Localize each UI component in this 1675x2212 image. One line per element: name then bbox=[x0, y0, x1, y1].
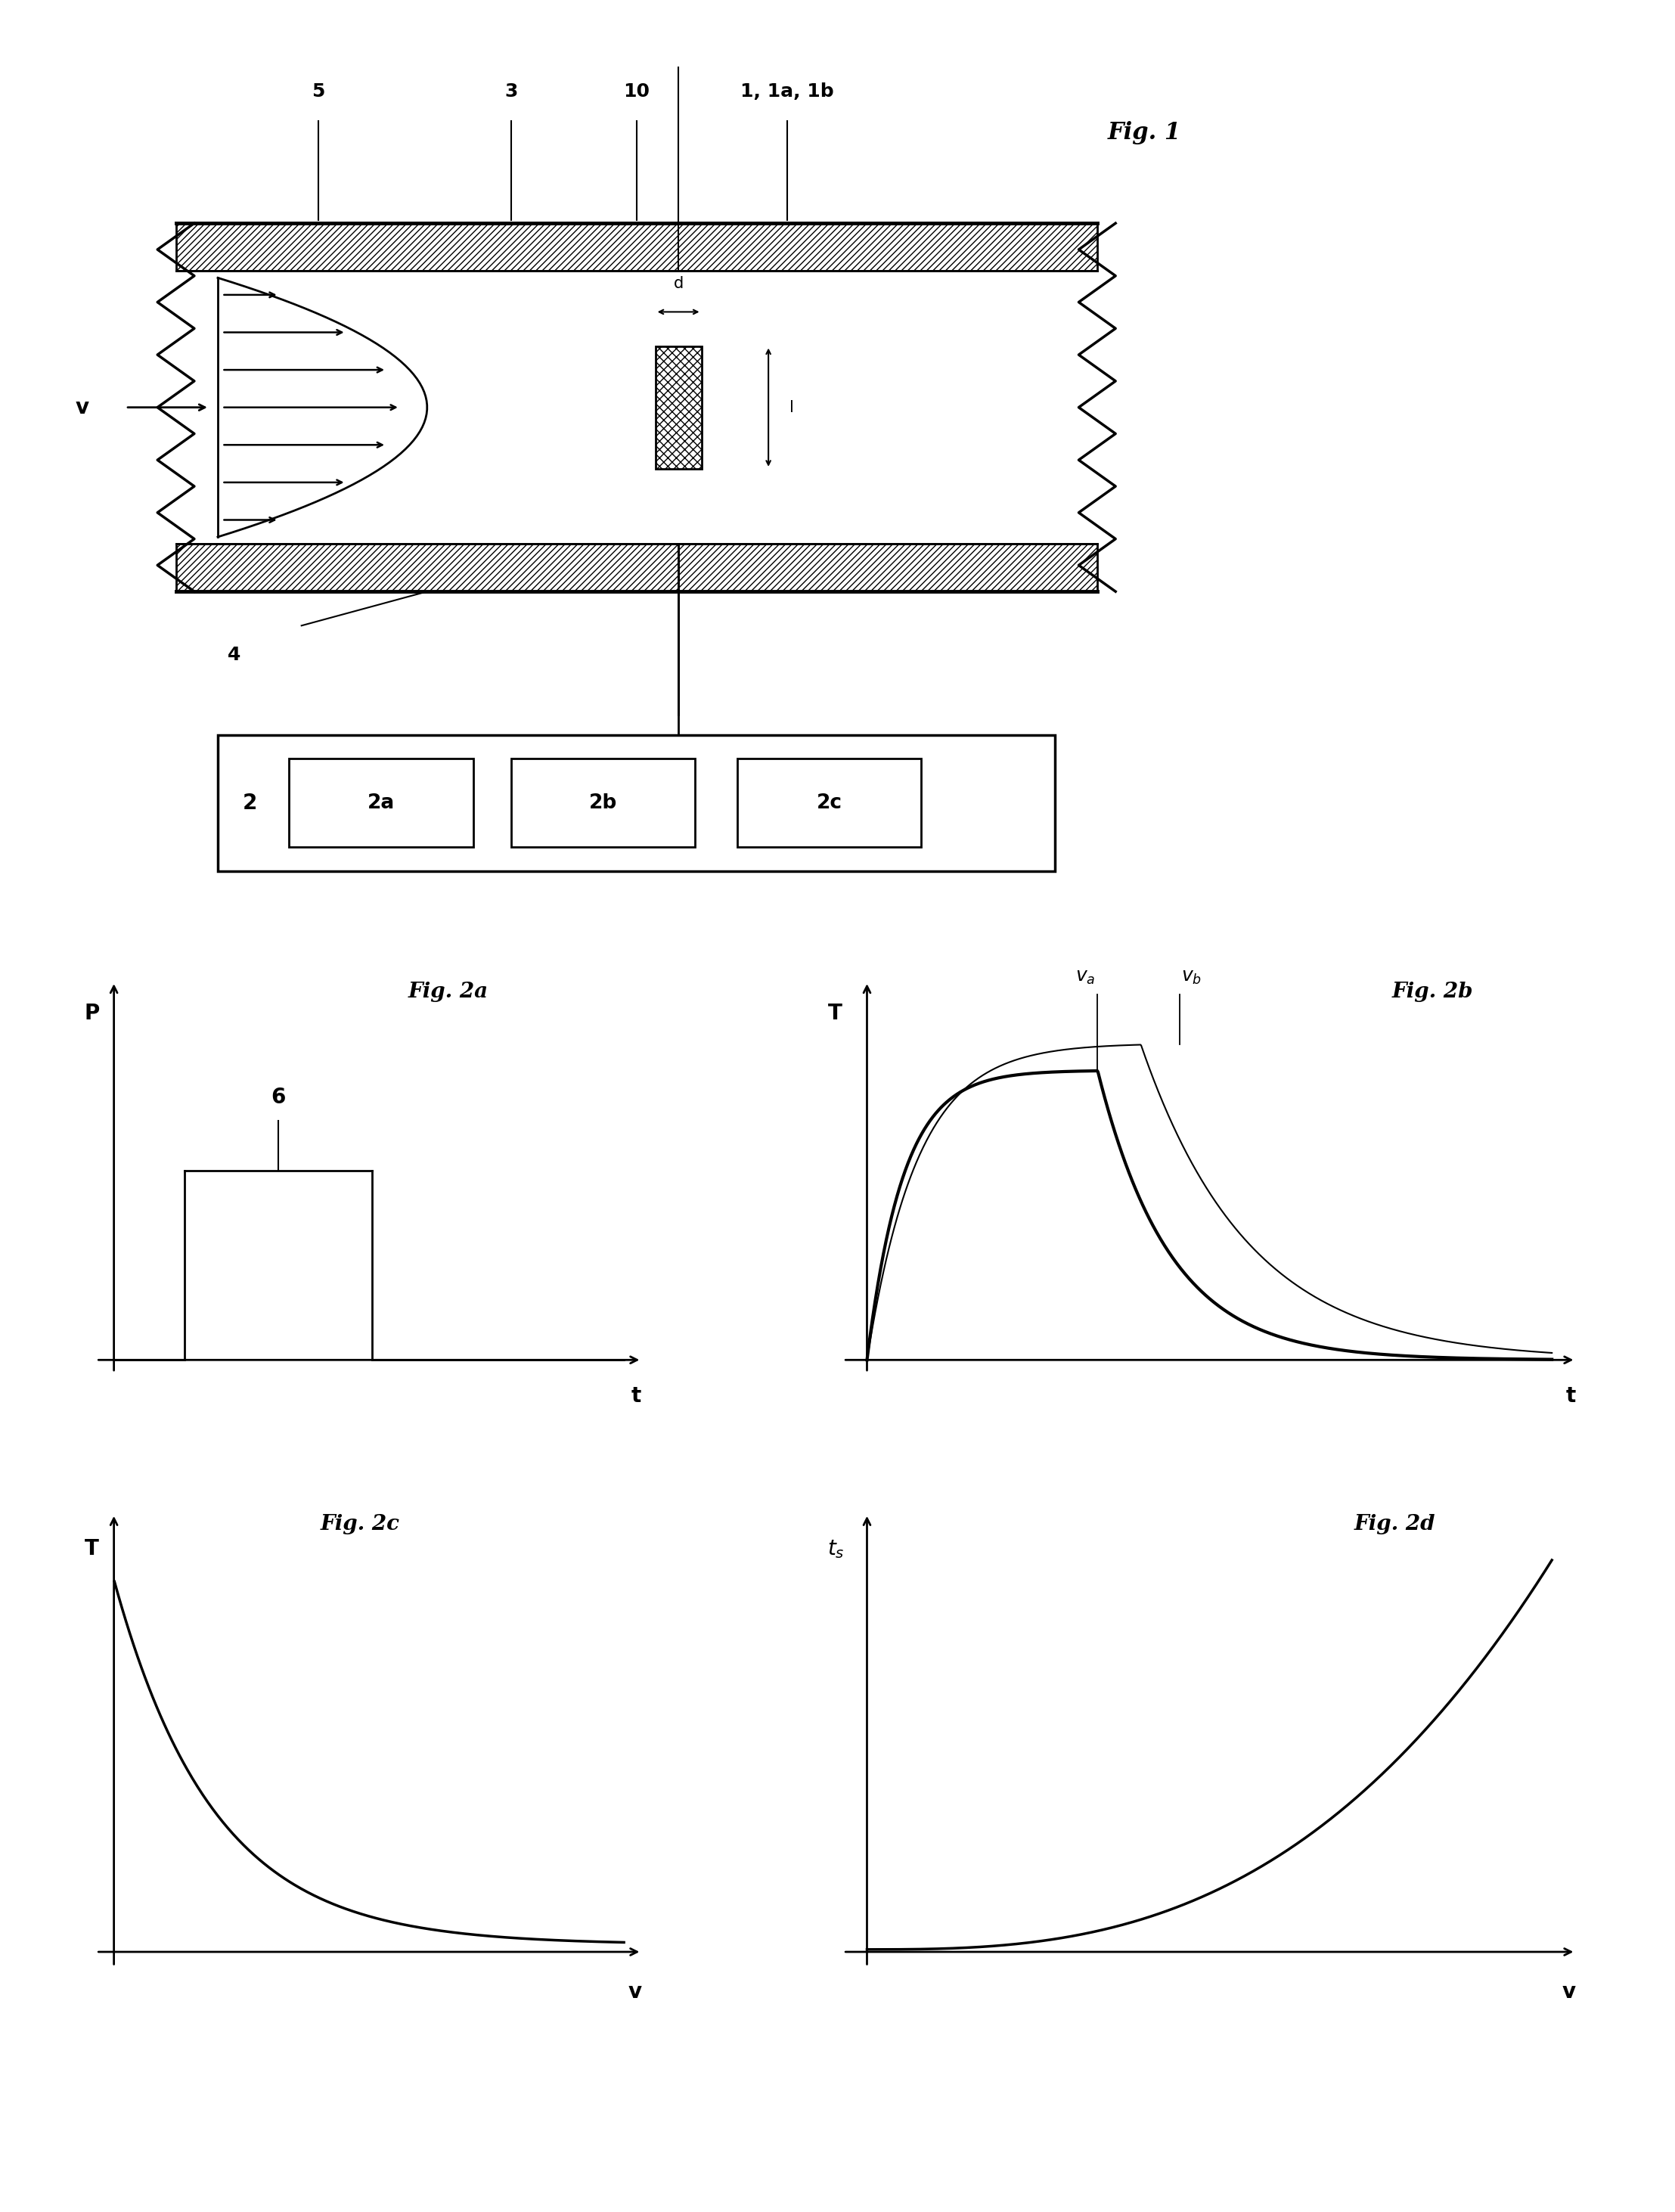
Text: Fig. 2a: Fig. 2a bbox=[409, 982, 487, 1002]
Text: $v_a$: $v_a$ bbox=[1075, 967, 1095, 987]
Bar bbox=[737, 759, 921, 847]
Text: Fig. 2c: Fig. 2c bbox=[320, 1513, 400, 1535]
Text: t: t bbox=[1566, 1385, 1576, 1407]
Text: 2: 2 bbox=[243, 792, 258, 814]
Text: 1, 1a, 1b: 1, 1a, 1b bbox=[740, 82, 834, 100]
Text: 2c: 2c bbox=[816, 794, 843, 812]
Text: 10: 10 bbox=[623, 82, 650, 100]
Text: l: l bbox=[789, 400, 794, 416]
Text: Fig. 1: Fig. 1 bbox=[1107, 122, 1181, 144]
Text: $v_b$: $v_b$ bbox=[1181, 967, 1203, 987]
Bar bbox=[511, 759, 695, 847]
Polygon shape bbox=[655, 345, 702, 469]
Text: Fig. 2b: Fig. 2b bbox=[1392, 982, 1474, 1002]
Bar bbox=[218, 734, 1055, 872]
Text: v: v bbox=[1561, 1982, 1576, 2002]
Text: v: v bbox=[628, 1982, 642, 2002]
Polygon shape bbox=[176, 544, 1097, 591]
Text: 4: 4 bbox=[228, 646, 241, 664]
Text: d: d bbox=[673, 276, 683, 292]
Text: 2b: 2b bbox=[590, 794, 616, 812]
Text: P: P bbox=[84, 1002, 100, 1024]
Text: Fig. 2d: Fig. 2d bbox=[1353, 1513, 1435, 1535]
Text: $t_s$: $t_s$ bbox=[827, 1537, 844, 1559]
Text: 2a: 2a bbox=[367, 794, 395, 812]
Text: T: T bbox=[84, 1537, 99, 1559]
Text: 3: 3 bbox=[504, 82, 518, 100]
Bar bbox=[288, 759, 474, 847]
Text: t: t bbox=[631, 1385, 642, 1407]
Text: v: v bbox=[75, 396, 89, 418]
Polygon shape bbox=[176, 223, 1097, 272]
Text: 5: 5 bbox=[312, 82, 325, 100]
Text: 6: 6 bbox=[271, 1086, 285, 1108]
Text: T: T bbox=[827, 1002, 843, 1024]
